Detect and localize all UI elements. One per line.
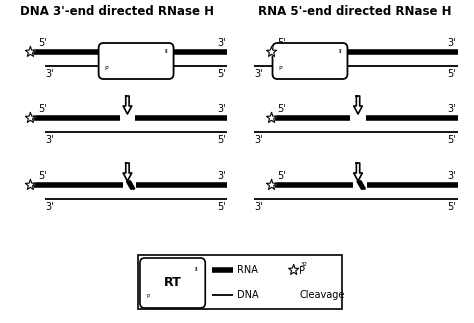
Text: 5': 5' — [217, 69, 226, 79]
Text: 3': 3' — [254, 69, 263, 79]
Text: 5': 5' — [447, 69, 456, 79]
Text: 3': 3' — [217, 104, 226, 114]
Text: P: P — [278, 66, 282, 71]
Text: 3': 3' — [217, 38, 226, 48]
Polygon shape — [26, 180, 36, 190]
Text: DNA 3'-end directed RNase H: DNA 3'-end directed RNase H — [20, 5, 214, 18]
Text: 3': 3' — [254, 202, 263, 212]
Text: P: P — [104, 66, 108, 71]
Polygon shape — [26, 47, 36, 57]
Text: 3': 3' — [217, 171, 226, 181]
Text: 5': 5' — [277, 104, 286, 114]
Text: RNA 5'-end directed RNase H: RNA 5'-end directed RNase H — [258, 5, 452, 18]
Polygon shape — [289, 265, 299, 275]
FancyBboxPatch shape — [140, 258, 205, 308]
Polygon shape — [266, 112, 277, 122]
Text: 5': 5' — [277, 38, 286, 48]
Text: 5': 5' — [38, 104, 47, 114]
Text: P: P — [146, 294, 150, 299]
Text: II: II — [338, 49, 342, 54]
Text: 5': 5' — [447, 135, 456, 145]
Polygon shape — [292, 285, 295, 291]
Text: 5': 5' — [38, 171, 47, 181]
Text: 5': 5' — [277, 171, 286, 181]
Polygon shape — [26, 112, 36, 122]
Text: Cleavage: Cleavage — [300, 290, 345, 300]
Text: 3': 3' — [447, 38, 456, 48]
Polygon shape — [356, 163, 360, 173]
FancyBboxPatch shape — [138, 255, 342, 309]
Text: II: II — [195, 267, 199, 272]
Polygon shape — [356, 96, 360, 106]
Text: 32: 32 — [301, 262, 307, 267]
Polygon shape — [354, 173, 362, 181]
Polygon shape — [123, 106, 132, 114]
Text: 3': 3' — [447, 171, 456, 181]
Text: 3': 3' — [45, 202, 54, 212]
Text: 5': 5' — [217, 202, 226, 212]
Polygon shape — [126, 163, 129, 173]
Polygon shape — [126, 96, 129, 106]
Polygon shape — [354, 106, 362, 114]
Polygon shape — [290, 291, 297, 297]
Text: RNA: RNA — [237, 265, 258, 275]
Text: RT: RT — [164, 276, 182, 289]
Text: II: II — [164, 49, 168, 54]
Text: 3': 3' — [254, 135, 263, 145]
Text: DNA: DNA — [237, 290, 259, 300]
Text: 3': 3' — [447, 104, 456, 114]
Text: 3': 3' — [45, 135, 54, 145]
Text: P: P — [300, 266, 305, 276]
Text: 3': 3' — [45, 69, 54, 79]
Text: 5': 5' — [447, 202, 456, 212]
Polygon shape — [266, 180, 277, 190]
Polygon shape — [123, 173, 132, 181]
Text: 5': 5' — [217, 135, 226, 145]
FancyBboxPatch shape — [273, 43, 347, 79]
Text: 5': 5' — [38, 38, 47, 48]
FancyBboxPatch shape — [99, 43, 173, 79]
Polygon shape — [266, 47, 277, 57]
